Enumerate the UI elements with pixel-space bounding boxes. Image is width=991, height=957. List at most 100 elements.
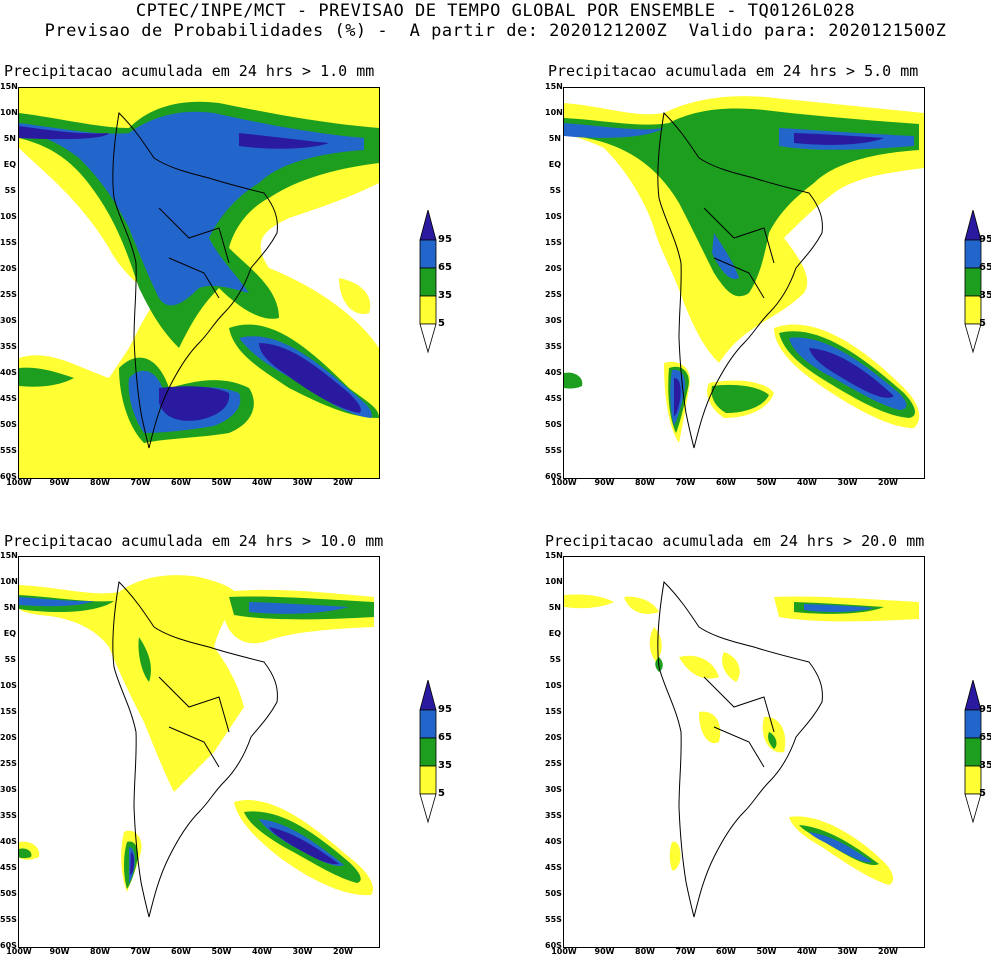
colorbar-label-35: 35 bbox=[438, 760, 452, 771]
lon-tick-label: 20W bbox=[878, 947, 898, 956]
prob-35-area bbox=[655, 602, 884, 866]
lat-tick-label: 15N bbox=[545, 82, 563, 91]
lon-tick-label: 60W bbox=[716, 947, 736, 956]
coastline-south-america bbox=[657, 580, 823, 918]
prob-95-area bbox=[19, 126, 361, 421]
lat-tick-label: 20S bbox=[0, 733, 17, 742]
lat-tick-label: 40S bbox=[545, 837, 562, 846]
lat-tick-label: 45S bbox=[0, 863, 17, 872]
colorbar-label-95: 95 bbox=[438, 234, 452, 245]
lat-tick-label: 60S bbox=[545, 472, 562, 481]
colorbar-label-35: 35 bbox=[979, 290, 991, 301]
colorbar-label-5: 5 bbox=[979, 788, 986, 799]
lon-tick-label: 100W bbox=[6, 947, 32, 956]
lon-tick-label: 100W bbox=[551, 478, 577, 487]
colorbar-label-65: 65 bbox=[979, 262, 991, 273]
lon-tick-label: 90W bbox=[49, 947, 70, 956]
lat-tick-label: 5S bbox=[549, 186, 561, 195]
lon-tick-label: 70W bbox=[675, 947, 696, 956]
colorbar-label-5: 5 bbox=[979, 318, 986, 329]
lat-tick-label: 35S bbox=[545, 811, 562, 820]
panel-4-title: Precipitacao acumulada em 24 hrs > 20.0 … bbox=[545, 532, 925, 550]
lon-tick-label: 50W bbox=[756, 947, 777, 956]
lat-tick-label: 15S bbox=[545, 238, 562, 247]
colorbar-label-35: 35 bbox=[438, 290, 452, 301]
lat-tick-label: 10S bbox=[0, 212, 17, 221]
lon-tick-label: 40W bbox=[252, 478, 272, 487]
lat-tick-label: 20S bbox=[545, 264, 562, 273]
lat-tick-label: 25S bbox=[0, 759, 17, 768]
lon-tick-label: 90W bbox=[49, 478, 70, 487]
lon-tick-label: 60W bbox=[716, 478, 736, 487]
lat-tick-label: 50S bbox=[545, 420, 562, 429]
lat-tick-label: 20S bbox=[0, 264, 17, 273]
lat-tick-label: 5N bbox=[548, 603, 561, 612]
lat-tick-label: 15N bbox=[0, 82, 18, 91]
lon-tick-label: 20W bbox=[333, 947, 353, 956]
coastline-south-america bbox=[112, 111, 278, 449]
lon-tick-label: 30W bbox=[292, 478, 313, 487]
lat-tick-label: 25S bbox=[545, 759, 562, 768]
figure-title: CPTEC/INPE/MCT - PREVISAO DE TEMPO GLOBA… bbox=[135, 1, 856, 21]
lon-tick-label: 60W bbox=[171, 947, 191, 956]
lat-tick-label: 55S bbox=[0, 915, 17, 924]
lat-tick-label: 10N bbox=[0, 108, 18, 117]
lat-tick-label: 10N bbox=[545, 577, 563, 586]
lon-tick-label: 20W bbox=[333, 478, 353, 487]
lon-tick-label: 50W bbox=[211, 947, 232, 956]
lat-tick-label: 60S bbox=[0, 941, 17, 950]
lat-tick-label: EQ bbox=[548, 629, 561, 638]
lat-tick-label: 15N bbox=[545, 551, 563, 560]
lat-tick-label: EQ bbox=[3, 629, 16, 638]
lat-tick-label: EQ bbox=[548, 160, 561, 169]
lat-tick-label: 55S bbox=[545, 446, 562, 455]
lon-tick-label: 80W bbox=[90, 478, 110, 487]
colorbar-4: 95 65 35 5 bbox=[963, 678, 991, 830]
coastline-south-america bbox=[112, 580, 278, 918]
lat-tick-label: 10S bbox=[545, 681, 562, 690]
lon-tick-label: 40W bbox=[252, 947, 272, 956]
lat-tick-label: EQ bbox=[3, 160, 16, 169]
lat-tick-label: 20S bbox=[545, 733, 562, 742]
lat-tick-label: 30S bbox=[0, 316, 17, 325]
panel-4-map bbox=[563, 556, 925, 948]
colorbar-label-65: 65 bbox=[438, 732, 452, 743]
lat-tick-label: 15S bbox=[0, 238, 17, 247]
lon-tick-label: 50W bbox=[211, 478, 232, 487]
lon-tick-label: 80W bbox=[635, 478, 655, 487]
panel-3-map bbox=[18, 556, 380, 948]
coastline-south-america bbox=[657, 111, 823, 449]
panel-1-title: Precipitacao acumulada em 24 hrs > 1.0 m… bbox=[4, 62, 375, 80]
lat-tick-label: 40S bbox=[545, 368, 562, 377]
lon-tick-label: 40W bbox=[797, 947, 817, 956]
colorbar-segment-35 bbox=[419, 267, 437, 297]
lat-tick-label: 25S bbox=[545, 290, 562, 299]
lat-tick-label: 5N bbox=[3, 603, 16, 612]
lat-tick-label: 10S bbox=[0, 681, 17, 690]
lat-tick-label: 30S bbox=[545, 316, 562, 325]
prob-65-area bbox=[804, 604, 874, 863]
lat-tick-label: 5N bbox=[548, 134, 561, 143]
lat-tick-label: 30S bbox=[0, 785, 17, 794]
lat-tick-label: 10N bbox=[0, 577, 18, 586]
prob-5-area bbox=[564, 594, 919, 885]
panel-2-title: Precipitacao acumulada em 24 hrs > 5.0 m… bbox=[548, 62, 919, 80]
lon-tick-label: 70W bbox=[130, 947, 151, 956]
lat-tick-label: 40S bbox=[0, 837, 17, 846]
lat-tick-label: 35S bbox=[0, 811, 17, 820]
panel-3-title: Precipitacao acumulada em 24 hrs > 10.0 … bbox=[4, 532, 384, 550]
colorbar-label-95: 95 bbox=[979, 234, 991, 245]
lat-tick-label: 5N bbox=[3, 134, 16, 143]
lat-tick-label: 55S bbox=[0, 446, 17, 455]
lon-tick-label: 100W bbox=[551, 947, 577, 956]
lat-tick-label: 50S bbox=[0, 420, 17, 429]
colorbar-3: 95 65 35 5 bbox=[418, 678, 478, 830]
lon-tick-label: 50W bbox=[756, 478, 777, 487]
lat-tick-label: 15S bbox=[545, 707, 562, 716]
panel-2-map bbox=[563, 87, 925, 479]
colorbar-label-5: 5 bbox=[438, 788, 445, 799]
lat-tick-label: 10N bbox=[545, 108, 563, 117]
lon-tick-label: 100W bbox=[6, 478, 32, 487]
lat-tick-label: 60S bbox=[0, 472, 17, 481]
colorbar-label-95: 95 bbox=[979, 704, 991, 715]
